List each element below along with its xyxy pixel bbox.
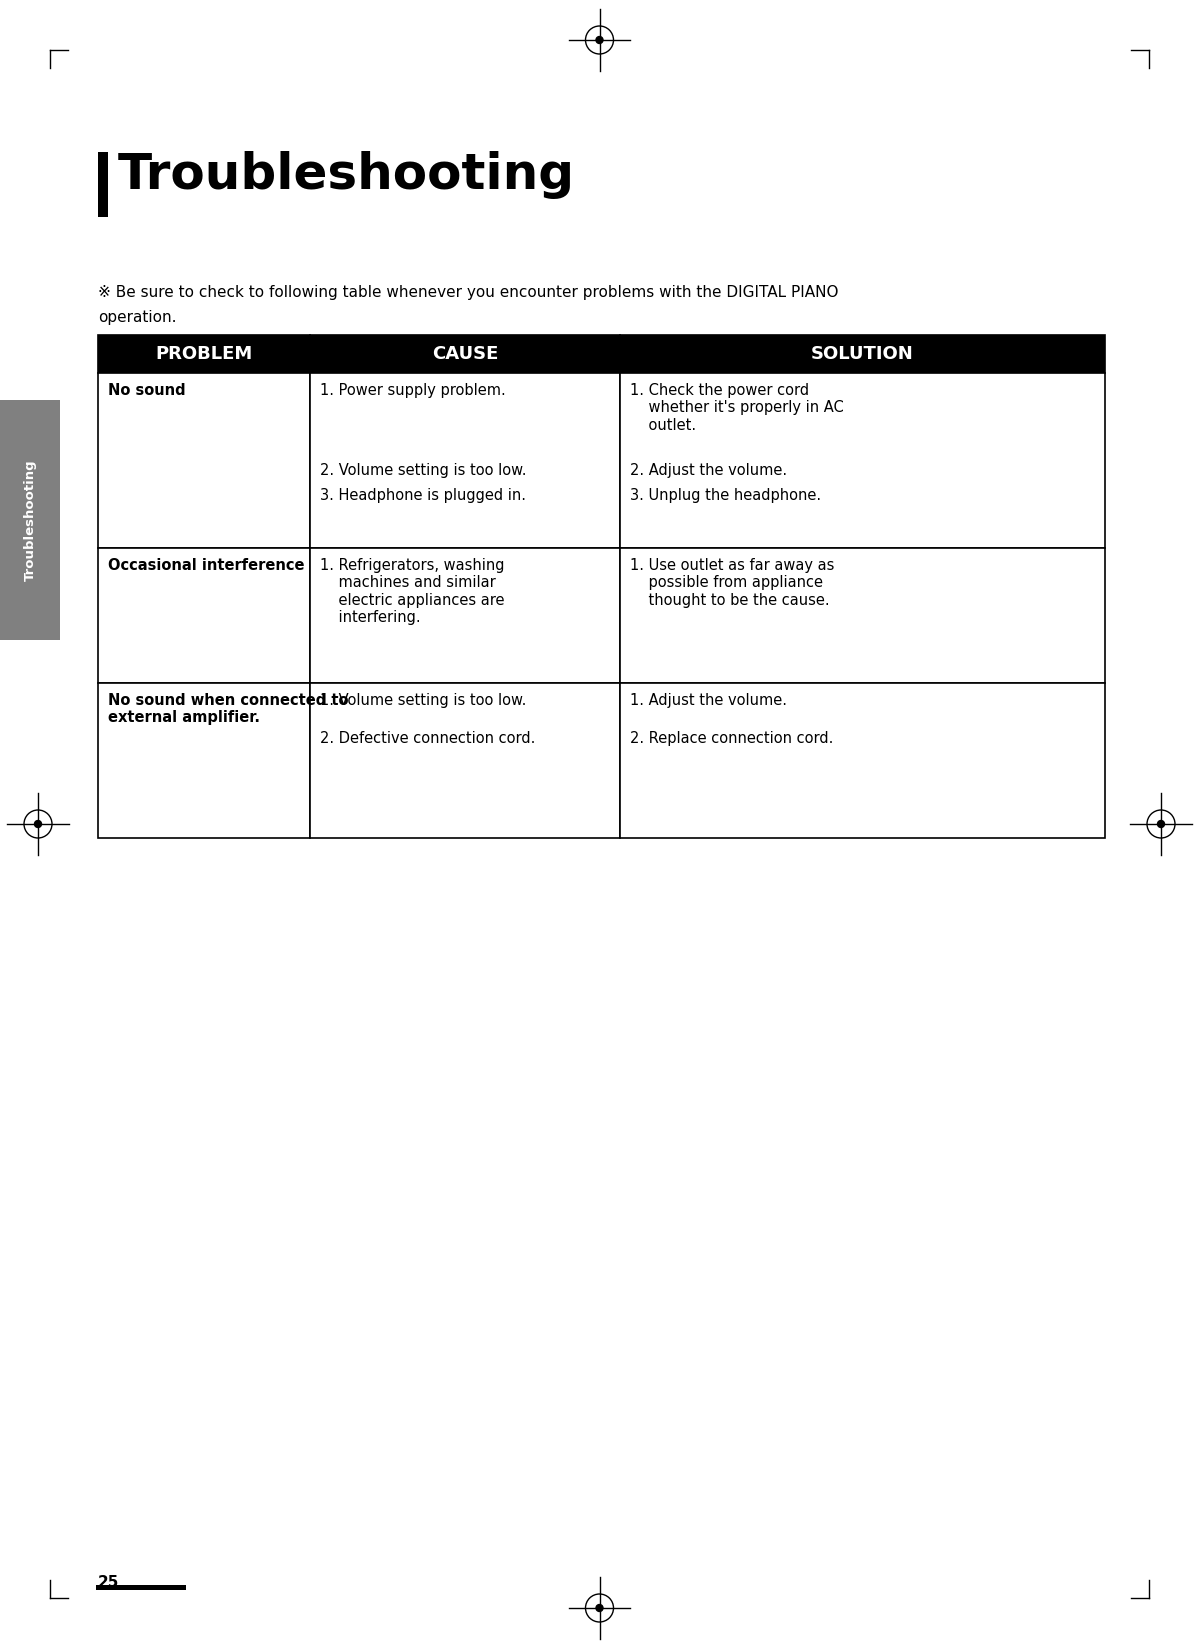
Bar	[96, 1585, 186, 1590]
Text: PROBLEM: PROBLEM	[156, 344, 253, 363]
Text: 2. Volume setting is too low.: 2. Volume setting is too low.	[320, 463, 526, 478]
Text: 1. Use outlet as far away as
    possible from appliance
    thought to be the c: 1. Use outlet as far away as possible fr…	[629, 559, 835, 608]
Bar	[620, 682, 1105, 837]
Text: 1. Check the power cord
    whether it's properly in AC
    outlet.: 1. Check the power cord whether it's pro…	[629, 382, 844, 433]
Text: CAUSE: CAUSE	[432, 344, 499, 363]
Bar	[311, 549, 620, 682]
Text: 1. Refrigerators, washing
    machines and similar
    electric appliances are
 : 1. Refrigerators, washing machines and s…	[320, 559, 505, 625]
Bar	[311, 682, 620, 837]
Text: Troubleshooting: Troubleshooting	[118, 152, 576, 199]
Bar	[620, 549, 1105, 682]
Text: Occasional interference: Occasional interference	[108, 559, 305, 574]
Text: 2. Replace connection cord.: 2. Replace connection cord.	[629, 732, 833, 747]
Bar	[98, 335, 311, 372]
Text: ※ Be sure to check to following table whenever you encounter problems with the D: ※ Be sure to check to following table wh…	[98, 285, 838, 300]
Text: SOLUTION: SOLUTION	[812, 344, 914, 363]
Text: 3. Headphone is plugged in.: 3. Headphone is plugged in.	[320, 488, 526, 503]
Circle shape	[1157, 821, 1164, 827]
Text: 25: 25	[98, 1575, 120, 1590]
Bar	[98, 549, 311, 682]
Bar	[311, 335, 620, 372]
Text: 1. Power supply problem.: 1. Power supply problem.	[320, 382, 506, 399]
Text: Troubleshooting: Troubleshooting	[24, 460, 36, 580]
Bar	[620, 335, 1105, 372]
Text: 1. Volume setting is too low.: 1. Volume setting is too low.	[320, 694, 526, 709]
Bar	[0, 400, 60, 639]
Circle shape	[35, 821, 42, 827]
Text: 2. Adjust the volume.: 2. Adjust the volume.	[629, 463, 787, 478]
Bar	[620, 372, 1105, 549]
Circle shape	[596, 36, 603, 43]
Text: No sound when connected to
external amplifier.: No sound when connected to external ampl…	[108, 694, 349, 725]
Bar	[98, 682, 311, 837]
Bar	[98, 152, 108, 218]
Text: No sound: No sound	[108, 382, 186, 399]
Text: 2. Defective connection cord.: 2. Defective connection cord.	[320, 732, 536, 747]
Text: operation.: operation.	[98, 310, 176, 325]
Bar	[311, 372, 620, 549]
Text: 3. Unplug the headphone.: 3. Unplug the headphone.	[629, 488, 821, 503]
Bar	[98, 372, 311, 549]
Text: 1. Adjust the volume.: 1. Adjust the volume.	[629, 694, 787, 709]
Circle shape	[596, 1605, 603, 1612]
